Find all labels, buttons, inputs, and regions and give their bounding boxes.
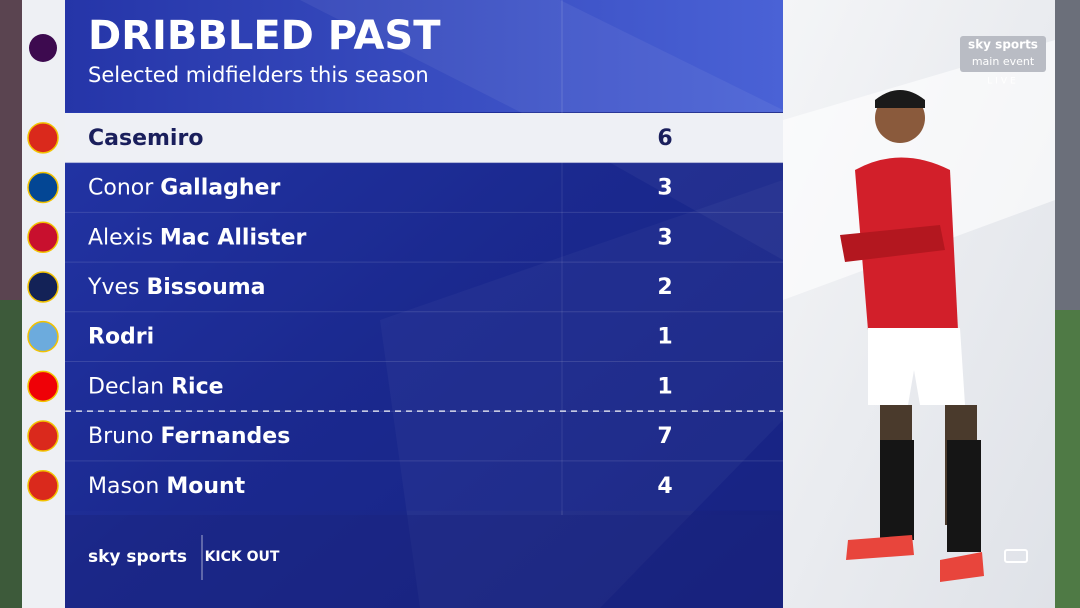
last-name: Rodri <box>88 325 154 350</box>
decor <box>300 0 783 260</box>
value: 1 <box>657 374 672 399</box>
value: 3 <box>657 225 672 250</box>
club-crest <box>27 122 59 154</box>
crest-strip <box>22 0 65 608</box>
player-name: Bruno Fernandes <box>88 424 290 449</box>
highlight-row <box>65 113 783 163</box>
last-name: Mac Allister <box>160 225 307 250</box>
live-badge: LIVE <box>987 77 1019 87</box>
player-name: Mason Mount <box>88 474 246 499</box>
footer <box>65 515 783 608</box>
club-crest <box>27 370 59 403</box>
player-name: Declan Rice <box>88 374 224 399</box>
row-background <box>65 361 783 412</box>
player-name: Rodri <box>88 325 154 350</box>
value: 4 <box>657 474 672 499</box>
rows: Casemiro 6 Conor Gallagher 3 Alexis Mac Allist… <box>27 113 783 511</box>
stand-left <box>0 0 22 300</box>
channel-logo <box>960 36 1046 72</box>
row-background <box>65 262 783 312</box>
value: 2 <box>657 275 672 300</box>
first-name: Bruno <box>88 424 153 449</box>
row-background <box>65 162 783 213</box>
club-crest <box>27 320 59 353</box>
last-name: Bissouma <box>146 275 265 300</box>
row-background <box>65 311 783 362</box>
show-logo: KICK OUT <box>205 549 280 565</box>
player-name: Casemiro <box>88 126 203 151</box>
last-name: Rice <box>171 374 223 399</box>
row-background <box>65 212 783 263</box>
last-name: Casemiro <box>88 126 203 151</box>
broadcaster-logo: sky sports <box>88 547 187 567</box>
first-name: Conor <box>88 176 154 201</box>
subtitle: Selected midfielders this season <box>88 63 429 87</box>
first-name: Mason <box>88 474 159 499</box>
value: 6 <box>657 126 672 151</box>
row-background <box>65 460 783 511</box>
player-name: Yves Bissouma <box>87 275 266 300</box>
club-crest <box>27 420 59 452</box>
club-crest <box>27 470 59 502</box>
last-name: Gallagher <box>160 176 280 201</box>
last-name: Mount <box>166 474 245 499</box>
value: 3 <box>657 176 672 201</box>
stand-right <box>1055 0 1080 310</box>
value: 1 <box>657 325 672 350</box>
screen-icon <box>1004 549 1028 563</box>
player <box>840 90 984 582</box>
club-crest <box>27 271 59 303</box>
player-name: Alexis Mac Allister <box>88 225 307 250</box>
player-name: Conor Gallagher <box>88 176 280 201</box>
first-name: Yves <box>87 275 139 300</box>
club-crest <box>27 171 59 204</box>
last-name: Fernandes <box>160 424 290 449</box>
channel-name: main event <box>972 55 1035 68</box>
league-logo <box>29 34 57 62</box>
club-crest <box>27 221 59 253</box>
header-band <box>65 0 783 112</box>
title: DRIBBLED PAST <box>88 13 441 59</box>
row-background <box>65 411 783 461</box>
first-name: Alexis <box>88 225 153 250</box>
decor <box>380 180 783 608</box>
first-name: Declan <box>88 374 164 399</box>
value: 7 <box>657 424 672 449</box>
channel-brand: sky sports <box>968 38 1038 52</box>
